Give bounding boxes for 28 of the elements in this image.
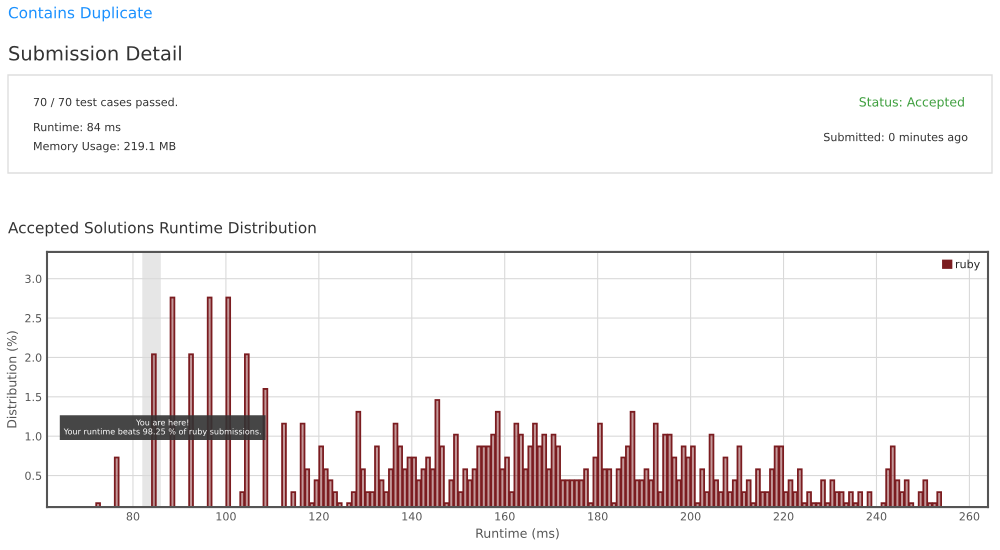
annotation: You are here! Your runtime beats 98.25 % of ruby submissions.: [64, 419, 261, 436]
text: 70 / 70 test cases passed.: [34, 98, 178, 108]
y-tick-label: 3.0: [25, 274, 42, 284]
x-tick-label: 100: [216, 512, 236, 521]
x-tick-label: 120: [309, 512, 329, 521]
text: Submission Detail: [9, 46, 181, 61]
y-tick-label: 2.0: [25, 353, 42, 362]
x-tick-label: 160: [495, 512, 515, 521]
text: Status: Accepted: [860, 96, 964, 110]
y-tick-label: 1.5: [26, 392, 42, 402]
x-tick-label: 240: [866, 512, 886, 521]
text: Submitted: 0 minutes ago: [824, 132, 968, 144]
x-tick-label: 220: [774, 512, 794, 521]
x-axis-title: Runtime (ms): [476, 528, 559, 540]
text: Runtime: 84 ms: [34, 122, 120, 132]
x-tick-label: 180: [588, 512, 608, 521]
x-tick-label: 140: [402, 512, 422, 521]
text: Memory Usage: 219.1 MB: [34, 142, 176, 152]
y-tick-label: 1.0: [26, 432, 42, 441]
chart-title: Accepted Solutions Runtime Distribution: [8, 222, 316, 236]
y-tick-label: 0.5: [25, 472, 42, 480]
y-axis-title: Distribution (%): [6, 331, 18, 428]
text: Contains Duplicate: [8, 6, 152, 22]
x-tick-label: 80: [126, 512, 140, 521]
legend-label: ruby: [956, 260, 980, 270]
y-tick-label: 2.5: [25, 314, 42, 322]
x-tick-label: 260: [960, 512, 980, 521]
x-tick-label: 200: [680, 512, 700, 521]
